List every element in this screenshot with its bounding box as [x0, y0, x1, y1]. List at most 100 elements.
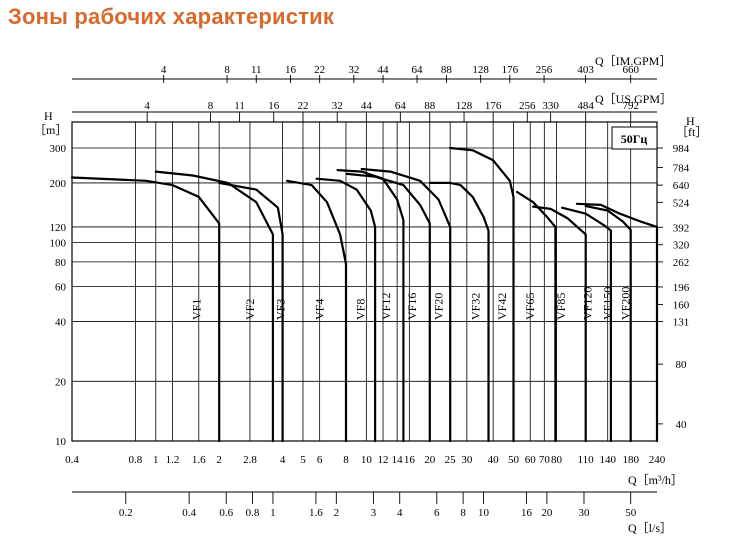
ls-tick-label: 0.2	[119, 507, 133, 519]
im-gpm-tick-label: 11	[251, 64, 262, 76]
h-m-tick-label: 10	[55, 436, 67, 448]
h-m-tick-label: 60	[55, 282, 67, 294]
model-label-vf150: VF150	[601, 287, 615, 320]
model-label-vf1: VF1	[189, 299, 203, 320]
ls-tick-label: 1	[270, 507, 276, 519]
h-m-axis-letter: H	[44, 109, 53, 123]
q-m3h-tick-label: 2.8	[243, 454, 257, 466]
h-ft-tick-label: 320	[673, 240, 690, 252]
us-gpm-tick-label: 792	[622, 100, 639, 112]
h-m-axis-unit: ［m］	[34, 123, 67, 137]
h-ft-tick-label: 640	[673, 180, 690, 192]
q-m3h-tick-label: 140	[599, 454, 616, 466]
curve-vf20	[360, 167, 452, 443]
curve-vf42	[449, 146, 515, 443]
im-gpm-tick-label: 16	[285, 64, 297, 76]
q-m3h-tick-label: 20	[424, 454, 436, 466]
h-ft-tick-label: 131	[673, 317, 690, 329]
q-m3h-tick-label: 8	[343, 454, 349, 466]
h-m-tick-label: 120	[50, 222, 67, 234]
q-m3h-tick-label: 10	[361, 454, 373, 466]
ls-tick-label: 20	[541, 507, 553, 519]
h-ft-axis-letter: H	[686, 114, 695, 128]
h-ft-tick-label: 262	[673, 257, 690, 269]
q-m3h-tick-label: 5	[300, 454, 306, 466]
ls-tick-label: 30	[578, 507, 590, 519]
h-m-tick-label: 20	[55, 376, 67, 388]
im-gpm-tick-label: 44	[378, 64, 390, 76]
curve-vf65	[516, 190, 557, 443]
curve-vf16	[346, 172, 431, 443]
h-ft-tick-label: 984	[673, 143, 690, 155]
h-ft-axis-unit: ［ft］	[676, 125, 707, 139]
im-gpm-tick-label: 660	[622, 64, 639, 76]
q-m3h-tick-label: 12	[378, 454, 389, 466]
model-label-vf200: VF200	[618, 287, 632, 320]
q-m3h-tick-label: 40	[488, 454, 500, 466]
ls-tick-label: 3	[371, 507, 377, 519]
q-m3h-tick-label: 240	[649, 454, 666, 466]
im-gpm-tick-label: 22	[314, 64, 325, 76]
us-gpm-tick-label: 22	[297, 100, 308, 112]
q-m3h-tick-label: 0.4	[65, 454, 79, 466]
model-label-vf4: VF4	[313, 299, 327, 320]
ls-tick-label: 50	[625, 507, 637, 519]
curve-vf85	[532, 205, 587, 443]
q-m3h-tick-label: 70	[539, 454, 551, 466]
grid	[71, 75, 663, 504]
model-label-vf8: VF8	[354, 299, 368, 320]
h-ft-tick-label: 160	[673, 299, 690, 311]
ls-tick-label: 0.8	[246, 507, 260, 519]
curve-vf200	[575, 202, 659, 443]
h-ft-tick-label: 196	[673, 282, 690, 294]
h-m-tick-label: 40	[55, 317, 67, 329]
curve-vf2	[154, 170, 274, 443]
im-gpm-axis-label: Q［IM.GPM］	[595, 54, 671, 68]
q-m3h-tick-label: 1.6	[192, 454, 206, 466]
im-gpm-tick-label: 32	[348, 64, 359, 76]
curve-vf32	[428, 181, 490, 443]
ls-tick-label: 10	[478, 507, 490, 519]
frequency-box	[611, 126, 658, 150]
model-label-vf2: VF2	[243, 299, 257, 320]
im-gpm-tick-label: 403	[577, 64, 594, 76]
curve-vf4	[285, 179, 348, 443]
performance-curves	[70, 146, 659, 443]
model-label-vf42: VF42	[495, 293, 509, 320]
us-gpm-tick-label: 8	[208, 100, 214, 112]
ls-tick-label: 1.6	[309, 507, 323, 519]
ls-tick-label: 16	[521, 507, 533, 519]
q-m3h-tick-label: 110	[578, 454, 595, 466]
us-gpm-tick-label: 44	[361, 100, 373, 112]
h-m-tick-label: 300	[50, 143, 67, 155]
h-m-tick-label: 200	[50, 178, 67, 190]
h-ft-tick-label: 784	[673, 163, 690, 175]
us-gpm-tick-label: 64	[395, 100, 407, 112]
ls-tick-label: 0.4	[182, 507, 196, 519]
us-gpm-tick-label: 330	[542, 100, 559, 112]
im-gpm-tick-label: 88	[441, 64, 453, 76]
ls-tick-label: 4	[397, 507, 403, 519]
model-label-vf16: VF16	[405, 293, 419, 320]
h-ft-tick-label: 524	[673, 197, 690, 209]
q-m3h-axis-label: Q［m³/h］	[628, 473, 683, 487]
curve-vf3	[218, 181, 284, 443]
us-gpm-tick-label: 484	[577, 100, 594, 112]
im-gpm-tick-label: 8	[224, 64, 230, 76]
q-m3h-tick-label: 14	[392, 454, 404, 466]
us-gpm-tick-label: 11	[234, 100, 245, 112]
curve-vf150	[584, 204, 632, 443]
us-gpm-tick-label: 32	[332, 100, 343, 112]
ls-axis-label: Q［l/s］	[628, 521, 672, 535]
h-m-tick-label: 80	[55, 257, 67, 269]
h-ft-tick-label: 80	[676, 359, 688, 371]
model-label-vf120: VF120	[580, 287, 594, 320]
model-label-vf65: VF65	[523, 293, 537, 320]
us-gpm-tick-label: 128	[456, 100, 473, 112]
im-gpm-tick-label: 64	[412, 64, 424, 76]
q-m3h-tick-label: 6	[317, 454, 323, 466]
model-label-vf85: VF85	[554, 293, 568, 320]
q-m3h-tick-label: 0.8	[129, 454, 143, 466]
